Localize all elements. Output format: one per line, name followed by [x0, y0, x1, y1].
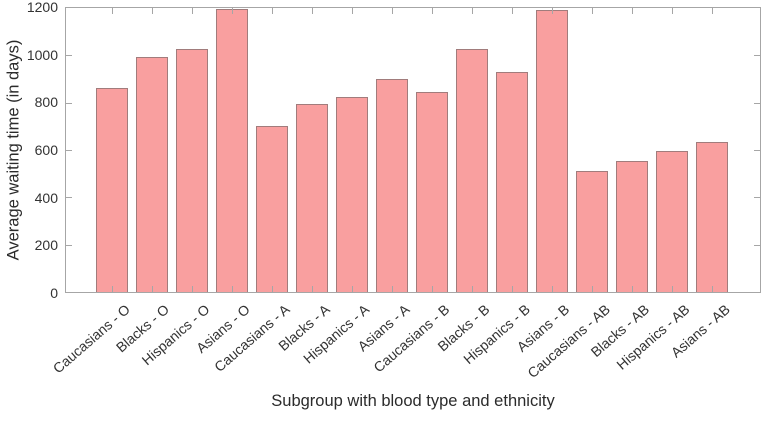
bar	[136, 57, 168, 292]
y-axis-tick	[754, 245, 760, 246]
x-axis-tick	[512, 286, 513, 292]
x-axis-tick	[512, 8, 513, 14]
bar	[296, 104, 328, 292]
bar	[456, 49, 488, 292]
x-axis-tick	[232, 286, 233, 292]
x-axis-tick	[112, 286, 113, 292]
bar	[696, 142, 728, 292]
plot-area	[65, 7, 761, 293]
y-tick-label: 400	[34, 190, 58, 206]
y-axis-tick	[66, 103, 72, 104]
x-axis-tick	[192, 286, 193, 292]
x-axis-tick	[352, 8, 353, 14]
x-axis-tick	[552, 286, 553, 292]
x-axis-tick	[592, 8, 593, 14]
x-axis-tick	[432, 8, 433, 14]
bar	[336, 97, 368, 292]
x-axis-tick	[392, 286, 393, 292]
bar	[176, 49, 208, 292]
y-axis-tick	[754, 55, 760, 56]
x-axis-tick	[552, 8, 553, 14]
x-axis-tick	[192, 8, 193, 14]
x-axis-tick	[272, 8, 273, 14]
x-axis-tick	[592, 286, 593, 292]
y-axis-tick	[66, 245, 72, 246]
x-axis-tick	[352, 286, 353, 292]
x-axis-tick	[472, 286, 473, 292]
x-axis-tick	[112, 8, 113, 14]
x-axis-tick	[152, 8, 153, 14]
x-axis-tick	[392, 8, 393, 14]
x-axis-tick	[712, 8, 713, 14]
bar	[256, 126, 288, 292]
x-axis-tick	[152, 286, 153, 292]
y-axis-tick	[66, 197, 72, 198]
x-axis-label: Subgroup with blood type and ethnicity	[271, 392, 555, 410]
y-tick-label: 0	[50, 285, 58, 301]
y-axis-tick	[66, 55, 72, 56]
x-axis-tick	[312, 286, 313, 292]
x-axis-tick	[272, 286, 273, 292]
bar	[496, 72, 528, 292]
y-tick-label: 200	[34, 237, 58, 253]
bar	[416, 92, 448, 292]
x-axis-tick	[312, 8, 313, 14]
x-axis-tick	[632, 8, 633, 14]
bar	[536, 10, 568, 292]
x-axis-tick	[672, 8, 673, 14]
x-axis-tick	[632, 286, 633, 292]
bar	[576, 171, 608, 292]
y-tick-label: 600	[34, 142, 58, 158]
bar	[216, 9, 248, 292]
y-axis-tick	[754, 197, 760, 198]
bar	[656, 151, 688, 292]
y-axis-tick	[754, 103, 760, 104]
x-axis-tick	[472, 8, 473, 14]
x-axis-tick	[712, 286, 713, 292]
bar	[616, 161, 648, 292]
y-tick-label: 1000	[26, 47, 58, 63]
y-axis-tick	[754, 150, 760, 151]
y-axis-tick	[66, 150, 72, 151]
y-tick-label: 1200	[26, 0, 58, 15]
x-axis-tick	[432, 286, 433, 292]
bar	[376, 79, 408, 292]
x-axis-tick	[672, 286, 673, 292]
y-tick-label: 800	[34, 94, 58, 110]
bar	[96, 88, 128, 292]
x-axis-tick	[232, 8, 233, 14]
